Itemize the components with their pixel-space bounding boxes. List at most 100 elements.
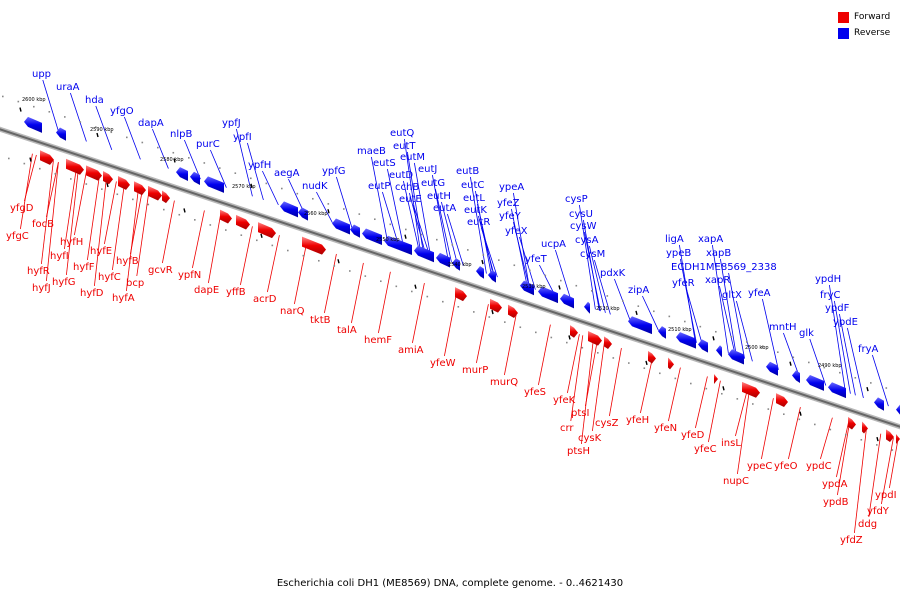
label-leader-lines bbox=[20, 79, 899, 534]
gene-label-forward: ypdI bbox=[875, 490, 897, 501]
leader-line bbox=[403, 180, 420, 252]
leader-line bbox=[371, 156, 388, 241]
dot-mark bbox=[721, 392, 723, 395]
reverse-gene-arrow bbox=[436, 252, 450, 268]
scale-label: 2520 kbp bbox=[596, 306, 620, 312]
leader-line bbox=[20, 153, 33, 230]
dot-mark bbox=[684, 320, 686, 323]
gene-label-forward: gcvR bbox=[148, 265, 173, 276]
gene-label-reverse: eutB bbox=[456, 166, 479, 177]
leader-line bbox=[351, 262, 364, 324]
gene-label-reverse: ypfI bbox=[233, 132, 252, 143]
gene-label-reverse: fryA bbox=[858, 344, 879, 355]
gene-label-reverse: eutE bbox=[399, 194, 422, 205]
reverse-gene-arrow bbox=[362, 228, 382, 246]
leader-line bbox=[584, 231, 601, 312]
dot-mark bbox=[566, 341, 568, 344]
leader-line bbox=[126, 188, 139, 292]
leader-line bbox=[66, 168, 79, 276]
gene-label-reverse: maeB bbox=[357, 146, 386, 157]
gene-label-reverse: nlpB bbox=[170, 129, 192, 140]
dot-mark bbox=[54, 173, 57, 175]
gene-label-reverse: eutT bbox=[393, 141, 416, 152]
gene-label-forward: hyfE bbox=[90, 246, 112, 257]
leader-line bbox=[87, 175, 100, 261]
scale-label: 2540 kbp bbox=[448, 262, 472, 268]
leader-line bbox=[46, 162, 59, 282]
gene-label-reverse: uraA bbox=[56, 82, 80, 93]
legend-label: Forward bbox=[854, 12, 891, 22]
forward-gene-arrow bbox=[742, 381, 760, 398]
gene-label-reverse: yfeT bbox=[525, 254, 548, 265]
dot-mark bbox=[234, 172, 237, 174]
leader-line bbox=[847, 327, 864, 399]
leader-line bbox=[761, 398, 774, 460]
scale-label: 2530 kbp bbox=[522, 284, 546, 290]
leader-line bbox=[413, 204, 430, 255]
leader-line bbox=[788, 407, 801, 460]
dot-mark bbox=[451, 243, 454, 246]
dot-mark bbox=[48, 111, 51, 113]
dot-mark bbox=[79, 121, 82, 123]
dot-mark bbox=[240, 234, 243, 236]
leader-line bbox=[736, 300, 753, 362]
dot-mark bbox=[188, 157, 190, 159]
leader-line bbox=[247, 142, 264, 201]
leader-line bbox=[836, 422, 849, 478]
gene-label-reverse: yfeA bbox=[748, 288, 771, 299]
gene-label-forward: yfdZ bbox=[840, 535, 863, 546]
leader-line bbox=[513, 221, 530, 288]
gene-label-forward: yfeN bbox=[654, 423, 677, 434]
dot-mark bbox=[482, 254, 485, 256]
dot-mark bbox=[343, 208, 345, 210]
gene-label-reverse: eutP bbox=[368, 181, 390, 192]
dot-mark bbox=[504, 321, 506, 323]
dot-mark bbox=[8, 157, 10, 160]
gene-label-reverse: glk bbox=[799, 328, 814, 339]
leader-line bbox=[478, 215, 495, 277]
dot-mark bbox=[141, 141, 144, 144]
dot-mark bbox=[157, 146, 159, 149]
reverse-gene-arrow bbox=[728, 349, 744, 365]
dot-mark bbox=[389, 223, 392, 226]
tick-mark bbox=[260, 233, 263, 238]
tick-mark bbox=[712, 336, 715, 341]
gene-label-reverse: purC bbox=[196, 139, 220, 150]
tick-mark bbox=[327, 209, 330, 214]
gene-label-forward: yfeC bbox=[694, 444, 717, 455]
reverse-gene-arrow bbox=[698, 339, 708, 353]
gene-label-reverse: ECDH1ME8569_2338 bbox=[671, 262, 777, 273]
leader-line bbox=[444, 293, 457, 357]
dot-mark bbox=[674, 377, 677, 380]
reverse-gene-arrow bbox=[476, 266, 484, 279]
gene-label-reverse: gltX bbox=[722, 290, 742, 301]
dot-mark bbox=[250, 177, 252, 180]
leader-line bbox=[708, 380, 721, 443]
dot-mark bbox=[256, 239, 258, 242]
leader-line bbox=[719, 285, 736, 356]
leader-line bbox=[820, 417, 833, 460]
gene-label-forward: hyfJ bbox=[32, 283, 51, 294]
forward-gene-arrow bbox=[162, 190, 170, 204]
dot-mark bbox=[327, 203, 330, 205]
gene-label-forward: yfeW bbox=[430, 358, 456, 369]
gene-label-forward: tktB bbox=[310, 315, 331, 326]
tick-mark bbox=[799, 411, 802, 416]
dot-mark bbox=[395, 285, 398, 288]
dot-mark bbox=[147, 203, 150, 206]
dot-mark bbox=[891, 449, 894, 451]
dot-mark bbox=[823, 366, 826, 369]
gene-label-forward: amiA bbox=[398, 345, 424, 356]
dot-mark bbox=[637, 305, 640, 307]
gene-label-reverse: eutJ bbox=[418, 164, 437, 175]
dot-mark bbox=[70, 178, 72, 180]
dot-mark bbox=[777, 351, 779, 354]
dot-mark bbox=[411, 290, 413, 293]
gene-label-reverse: yfgO bbox=[110, 106, 134, 117]
forward-gene-arrow bbox=[103, 170, 113, 185]
leader-line bbox=[737, 390, 750, 475]
dot-mark bbox=[116, 193, 119, 196]
forward-gene-arrow bbox=[848, 416, 856, 430]
tick-mark bbox=[414, 284, 417, 289]
